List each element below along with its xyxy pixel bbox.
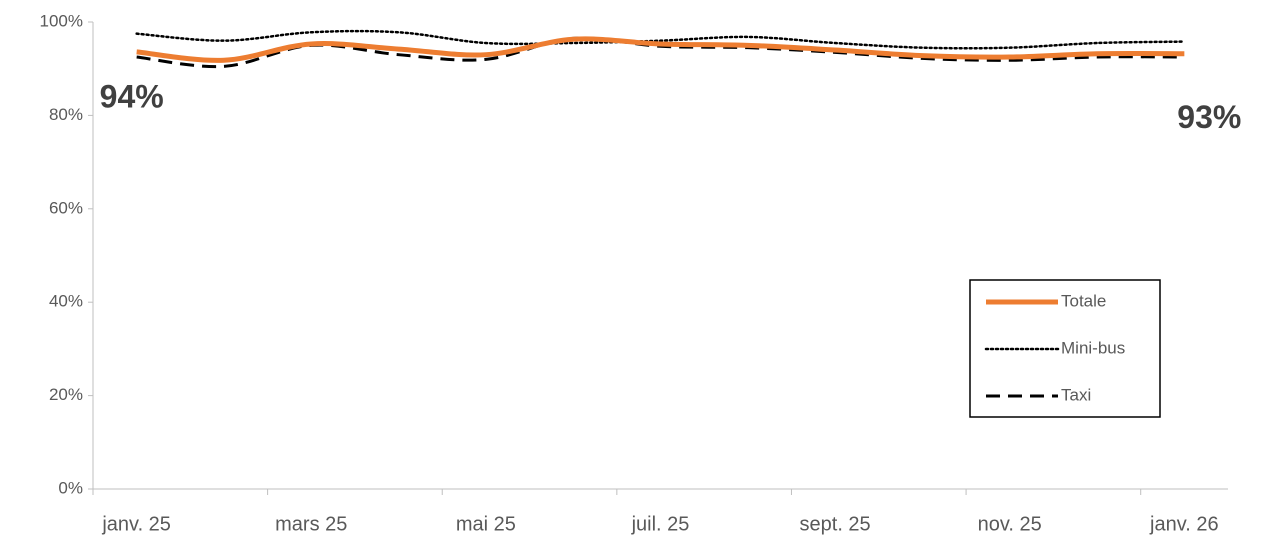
x-tick-label: mai 25	[456, 513, 516, 535]
series-line	[135, 29, 1186, 50]
y-tick-label: 80%	[49, 105, 83, 124]
x-tick-label: janv. 25	[101, 513, 171, 535]
x-tick-label: janv. 26	[1149, 513, 1219, 535]
x-tick-label: sept. 25	[800, 513, 871, 535]
legend-label: Totale	[1061, 291, 1106, 310]
y-tick-label: 40%	[49, 292, 83, 311]
legend-label: Taxi	[1061, 385, 1091, 404]
x-tick-label: juil. 25	[631, 513, 690, 535]
y-tick-label: 0%	[58, 478, 83, 497]
data-label: 94%	[100, 78, 164, 114]
series-line	[136, 36, 1185, 63]
x-tick-label: mars 25	[275, 513, 347, 535]
y-tick-label: 100%	[40, 11, 83, 30]
legend-label: Mini-bus	[1061, 338, 1125, 357]
data-label: 93%	[1177, 99, 1241, 135]
x-tick-label: nov. 25	[978, 513, 1042, 535]
y-tick-label: 20%	[49, 385, 83, 404]
y-tick-label: 60%	[49, 198, 83, 217]
